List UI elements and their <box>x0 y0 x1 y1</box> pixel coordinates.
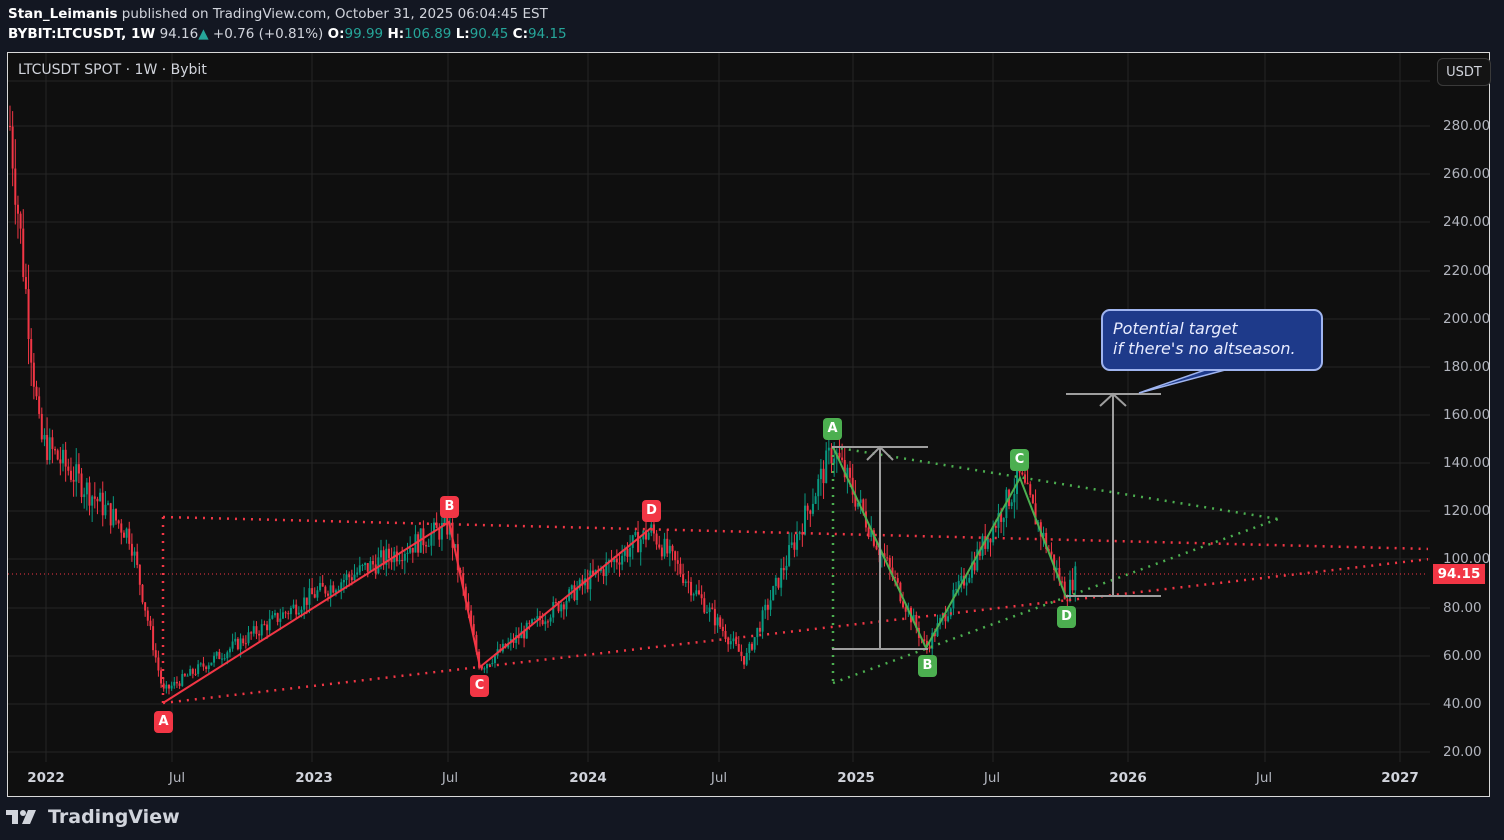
high-label: H: <box>387 26 405 42</box>
published-text: published on TradingView.com, October 31… <box>121 6 548 22</box>
callout-pointer <box>1138 369 1226 394</box>
open-value: 99.99 <box>344 26 384 42</box>
high-value: 106.89 <box>404 26 452 42</box>
x-tick: Jul <box>983 770 1001 786</box>
low-label: L: <box>455 26 470 42</box>
chart-legend: LTCUSDT SPOT · 1W · Bybit <box>18 62 207 78</box>
x-tick: 2023 <box>295 770 333 786</box>
price-change: +0.76 (+0.81%) <box>212 26 324 42</box>
green-label-b: B <box>918 655 937 677</box>
x-tick: 2025 <box>837 770 875 786</box>
red-abcd-pattern <box>162 520 652 704</box>
symbol-name: BYBIT:LTCUSDT, 1W <box>8 26 156 42</box>
y-tick: 160.00 <box>1443 407 1491 423</box>
y-tick: 80.00 <box>1443 600 1482 616</box>
x-tick: 2026 <box>1109 770 1147 786</box>
symbol-info: BYBIT:LTCUSDT, 1W 94.16▲ +0.76 (+0.81%) … <box>8 25 567 43</box>
green-label-d: D <box>1057 606 1076 628</box>
x-tick: 2022 <box>27 770 65 786</box>
red-label-d: D <box>642 500 661 522</box>
y-tick: 120.00 <box>1443 503 1491 519</box>
y-tick: 220.00 <box>1443 263 1491 279</box>
callout-line-1: Potential target <box>1113 319 1238 338</box>
last-price: 94.16 <box>159 26 199 42</box>
current-price-tag: 94.15 <box>1433 564 1485 584</box>
chart-pane[interactable] <box>7 52 1490 797</box>
grid-lines <box>8 53 1430 762</box>
y-tick: 240.00 <box>1443 214 1491 230</box>
green-label-c: C <box>1010 449 1029 471</box>
tradingview-logo-icon <box>6 810 36 824</box>
green-triangle-dotted <box>831 445 1279 685</box>
y-tick: 200.00 <box>1443 311 1491 327</box>
red-triangle-dotted <box>161 515 1428 705</box>
callout-line-2: if there's no altseason. <box>1113 339 1296 358</box>
x-tick: 2024 <box>569 770 607 786</box>
y-tick: 20.00 <box>1443 744 1482 760</box>
y-tick: 260.00 <box>1443 166 1491 182</box>
x-tick: Jul <box>168 770 186 786</box>
y-tick: 40.00 <box>1443 696 1482 712</box>
measure-arrow-left <box>832 445 928 650</box>
tradingview-brand[interactable]: TradingView <box>6 806 180 828</box>
measure-arrow-target <box>1066 392 1161 597</box>
y-tick: 180.00 <box>1443 359 1491 375</box>
red-label-c: C <box>470 675 489 697</box>
brand-name: TradingView <box>48 806 180 828</box>
red-label-b: B <box>440 496 459 518</box>
y-tick: 60.00 <box>1443 648 1482 664</box>
y-tick: 140.00 <box>1443 455 1491 471</box>
green-label-a: A <box>823 418 842 440</box>
open-label: O: <box>327 26 345 42</box>
x-tick: Jul <box>441 770 459 786</box>
close-label: C: <box>512 26 528 42</box>
candlestick-series <box>9 105 1077 695</box>
currency-button[interactable]: USDT <box>1437 58 1491 86</box>
x-tick: Jul <box>710 770 728 786</box>
publish-info: Stan_Leimanis published on TradingView.c… <box>8 5 548 23</box>
y-tick: 280.00 <box>1443 118 1491 134</box>
y-tick: 100.00 <box>1443 551 1491 567</box>
up-triangle-icon: ▲ <box>198 26 209 42</box>
author-name[interactable]: Stan_Leimanis <box>8 6 118 22</box>
target-callout[interactable]: Potential target if there's no altseason… <box>1101 309 1323 371</box>
x-tick: 2027 <box>1381 770 1419 786</box>
close-value: 94.15 <box>527 26 567 42</box>
green-abcd-pattern <box>832 446 1067 651</box>
red-label-a: A <box>154 711 173 733</box>
low-value: 90.45 <box>469 26 509 42</box>
x-tick: Jul <box>1255 770 1273 786</box>
